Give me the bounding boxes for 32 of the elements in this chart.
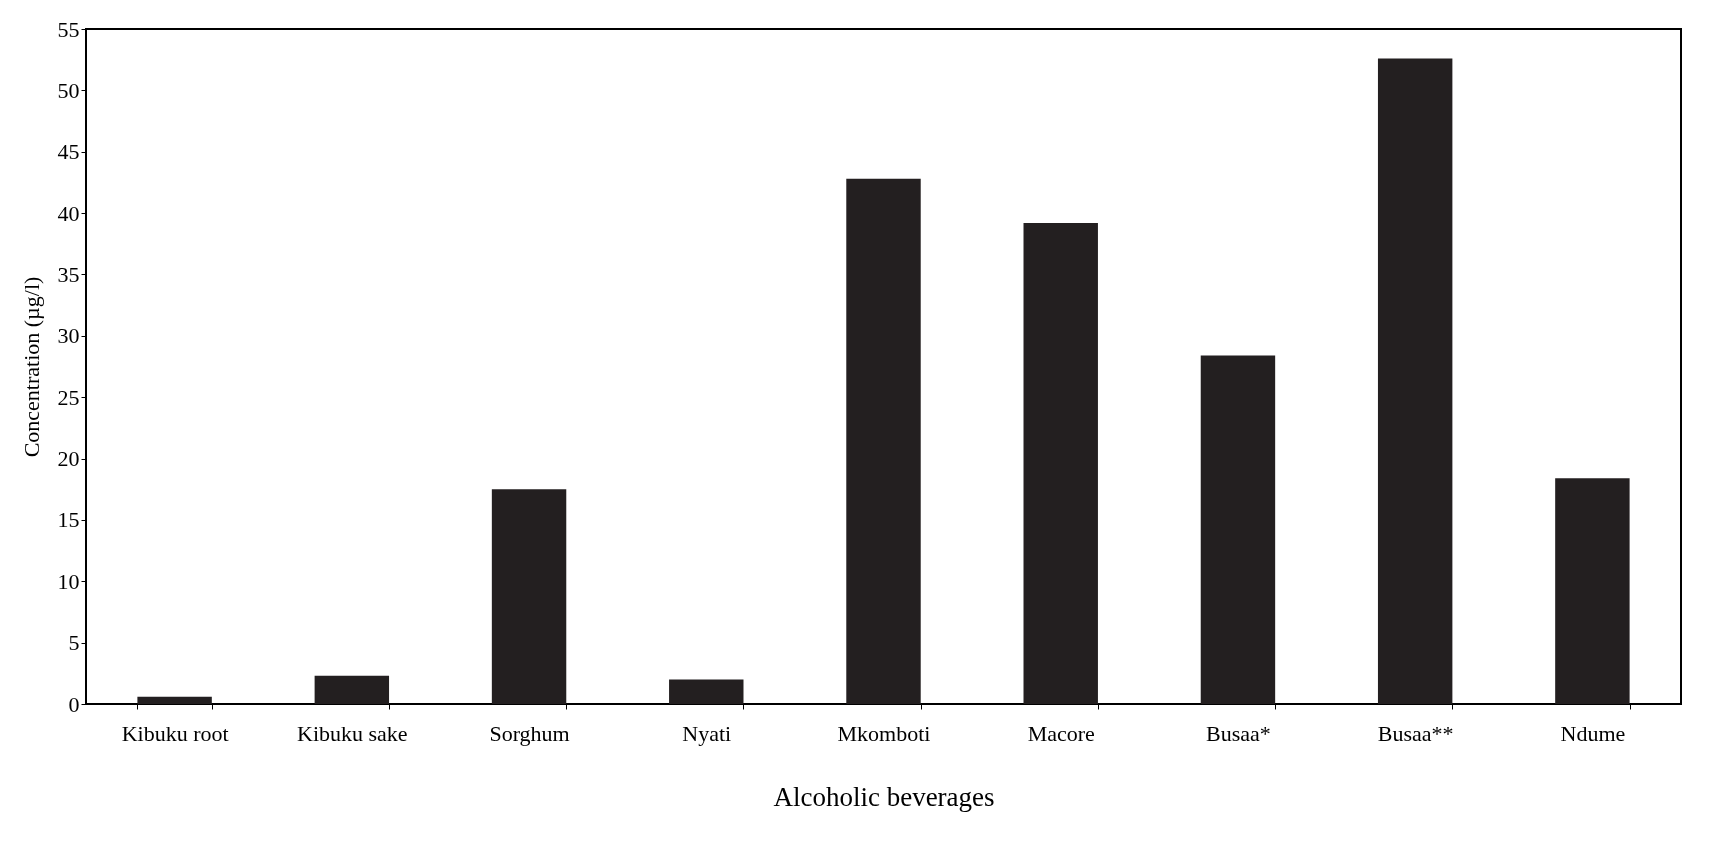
y-tick-label: 50 [57,77,80,103]
x-tick-label: Busaa* [1206,720,1271,746]
bar [491,489,567,704]
y-tick-label: 10 [57,568,80,594]
x-tick-label: Kibuku root [121,720,229,746]
x-tick-label: Busaa** [1377,720,1454,746]
y-tick-label: 45 [57,139,80,165]
y-tick-label: 5 [68,630,80,656]
y-tick-label: 0 [68,691,80,717]
y-axis-title: Concentration (µg/l) [18,276,44,458]
x-tick-label: Kibuku sake [297,720,408,746]
y-tick-label: 35 [57,261,80,287]
x-tick-label: Mkomboti [837,720,931,746]
bar [1200,355,1276,704]
bar [1377,58,1453,704]
y-tick-label: 30 [57,323,80,349]
bar [669,679,744,704]
y-tick-label: 55 [57,16,80,42]
bar [1555,478,1630,704]
x-tick-label: Ndume [1560,720,1626,746]
y-tick-label: 25 [57,384,80,410]
x-axis-title: Alcoholic beverages [773,781,995,812]
bar [137,696,212,704]
x-tick-label: Sorghum [489,720,570,746]
bar [846,178,921,704]
y-tick-label: 20 [57,446,80,472]
y-tick-label: 40 [57,200,80,226]
bar [314,675,390,704]
x-tick-label: Nyati [682,720,732,746]
y-tick-label: 15 [57,507,80,533]
x-tick-label: Macore [1027,720,1095,746]
bar [1023,222,1098,704]
